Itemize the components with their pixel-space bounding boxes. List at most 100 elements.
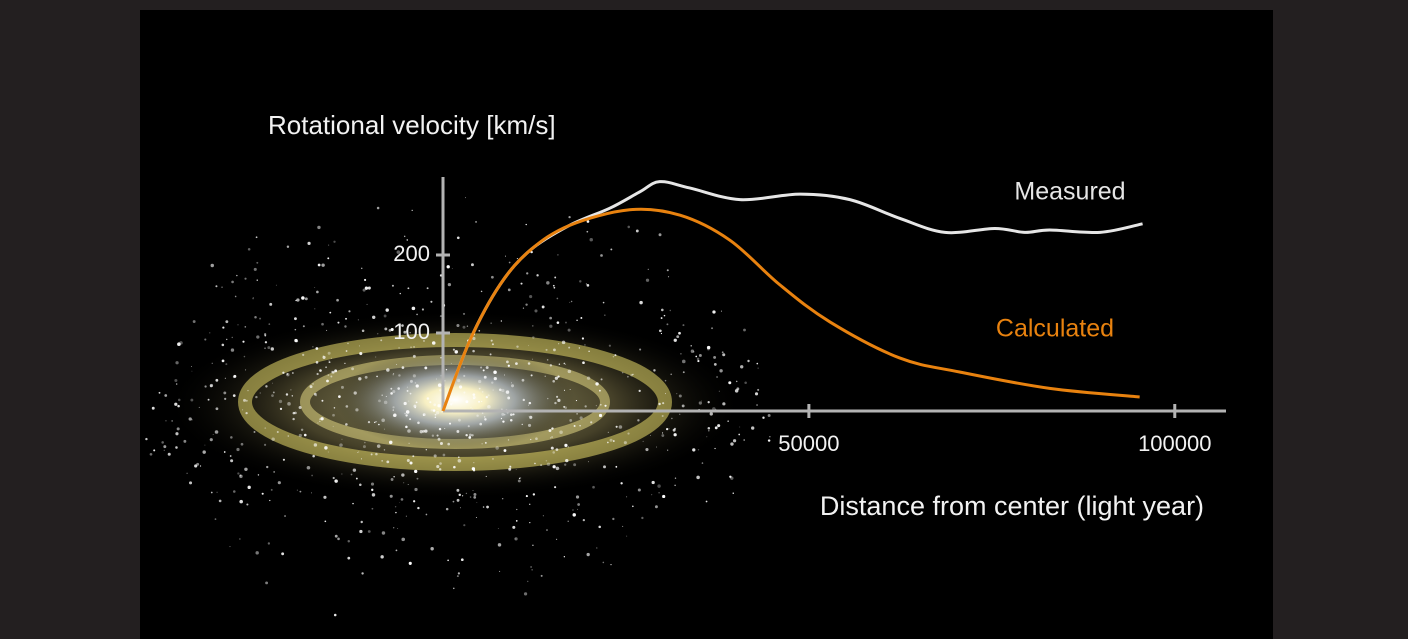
star (255, 395, 258, 399)
star (430, 300, 433, 303)
star (678, 331, 681, 335)
star (553, 286, 556, 289)
star (290, 389, 292, 391)
star (424, 429, 428, 433)
star (558, 363, 561, 365)
star (730, 476, 734, 480)
star (320, 417, 324, 421)
star (714, 447, 716, 450)
star (367, 286, 371, 290)
star (709, 412, 713, 416)
star (422, 430, 425, 433)
star (452, 500, 455, 503)
star (463, 391, 466, 394)
star (186, 472, 188, 474)
star (466, 325, 469, 327)
star (563, 362, 566, 365)
star (437, 437, 441, 441)
star (478, 329, 481, 332)
star (314, 287, 316, 288)
star (414, 406, 417, 409)
star (279, 407, 283, 410)
star (569, 419, 573, 422)
star (674, 477, 677, 479)
star (385, 308, 389, 312)
star (306, 466, 311, 470)
star (462, 325, 466, 329)
star (529, 295, 533, 299)
star (491, 457, 494, 460)
star (555, 538, 558, 541)
star (586, 376, 591, 380)
star (506, 360, 509, 364)
star (347, 556, 351, 560)
star (627, 432, 630, 435)
star (317, 225, 321, 230)
star (728, 381, 732, 385)
star (572, 513, 576, 517)
star (247, 389, 249, 392)
star (451, 402, 454, 405)
star (481, 443, 483, 445)
star (547, 397, 549, 400)
star (202, 450, 206, 454)
star (364, 286, 369, 290)
star (337, 321, 340, 324)
star (189, 481, 193, 485)
star (328, 360, 330, 362)
star (471, 263, 474, 267)
star (163, 449, 165, 451)
star (403, 401, 407, 406)
star (355, 477, 358, 480)
star (559, 430, 563, 435)
star (656, 446, 658, 448)
star (230, 348, 235, 352)
star (304, 297, 308, 301)
star (681, 404, 685, 408)
star (436, 434, 439, 437)
star (678, 394, 682, 398)
star (472, 336, 476, 341)
star (666, 428, 669, 431)
chart-title: Rotational velocity [km/s] (268, 110, 556, 140)
star (413, 346, 415, 348)
star (444, 380, 446, 382)
star (421, 308, 425, 311)
star (175, 446, 178, 449)
star (651, 494, 653, 496)
star (204, 338, 207, 341)
star (407, 429, 411, 433)
star (549, 437, 552, 439)
star (300, 428, 304, 432)
star (660, 317, 663, 319)
star (371, 488, 374, 492)
star (247, 485, 251, 489)
star (242, 340, 245, 343)
star (364, 278, 367, 282)
star (573, 463, 577, 467)
star (264, 427, 267, 429)
star (381, 531, 386, 535)
star (490, 339, 493, 342)
star (232, 490, 236, 493)
star (174, 378, 178, 383)
star (527, 580, 529, 583)
star (303, 433, 307, 437)
star (518, 477, 521, 479)
star (680, 353, 682, 355)
star (295, 340, 299, 343)
star (383, 314, 387, 318)
star (175, 383, 178, 385)
star (585, 283, 587, 285)
star (457, 396, 459, 398)
star (383, 449, 386, 451)
star (334, 369, 338, 373)
star (406, 386, 408, 388)
star (242, 409, 244, 411)
star (392, 406, 395, 409)
star (555, 466, 560, 471)
star (578, 347, 581, 349)
star (642, 440, 644, 442)
star (564, 443, 568, 447)
star (517, 479, 521, 483)
